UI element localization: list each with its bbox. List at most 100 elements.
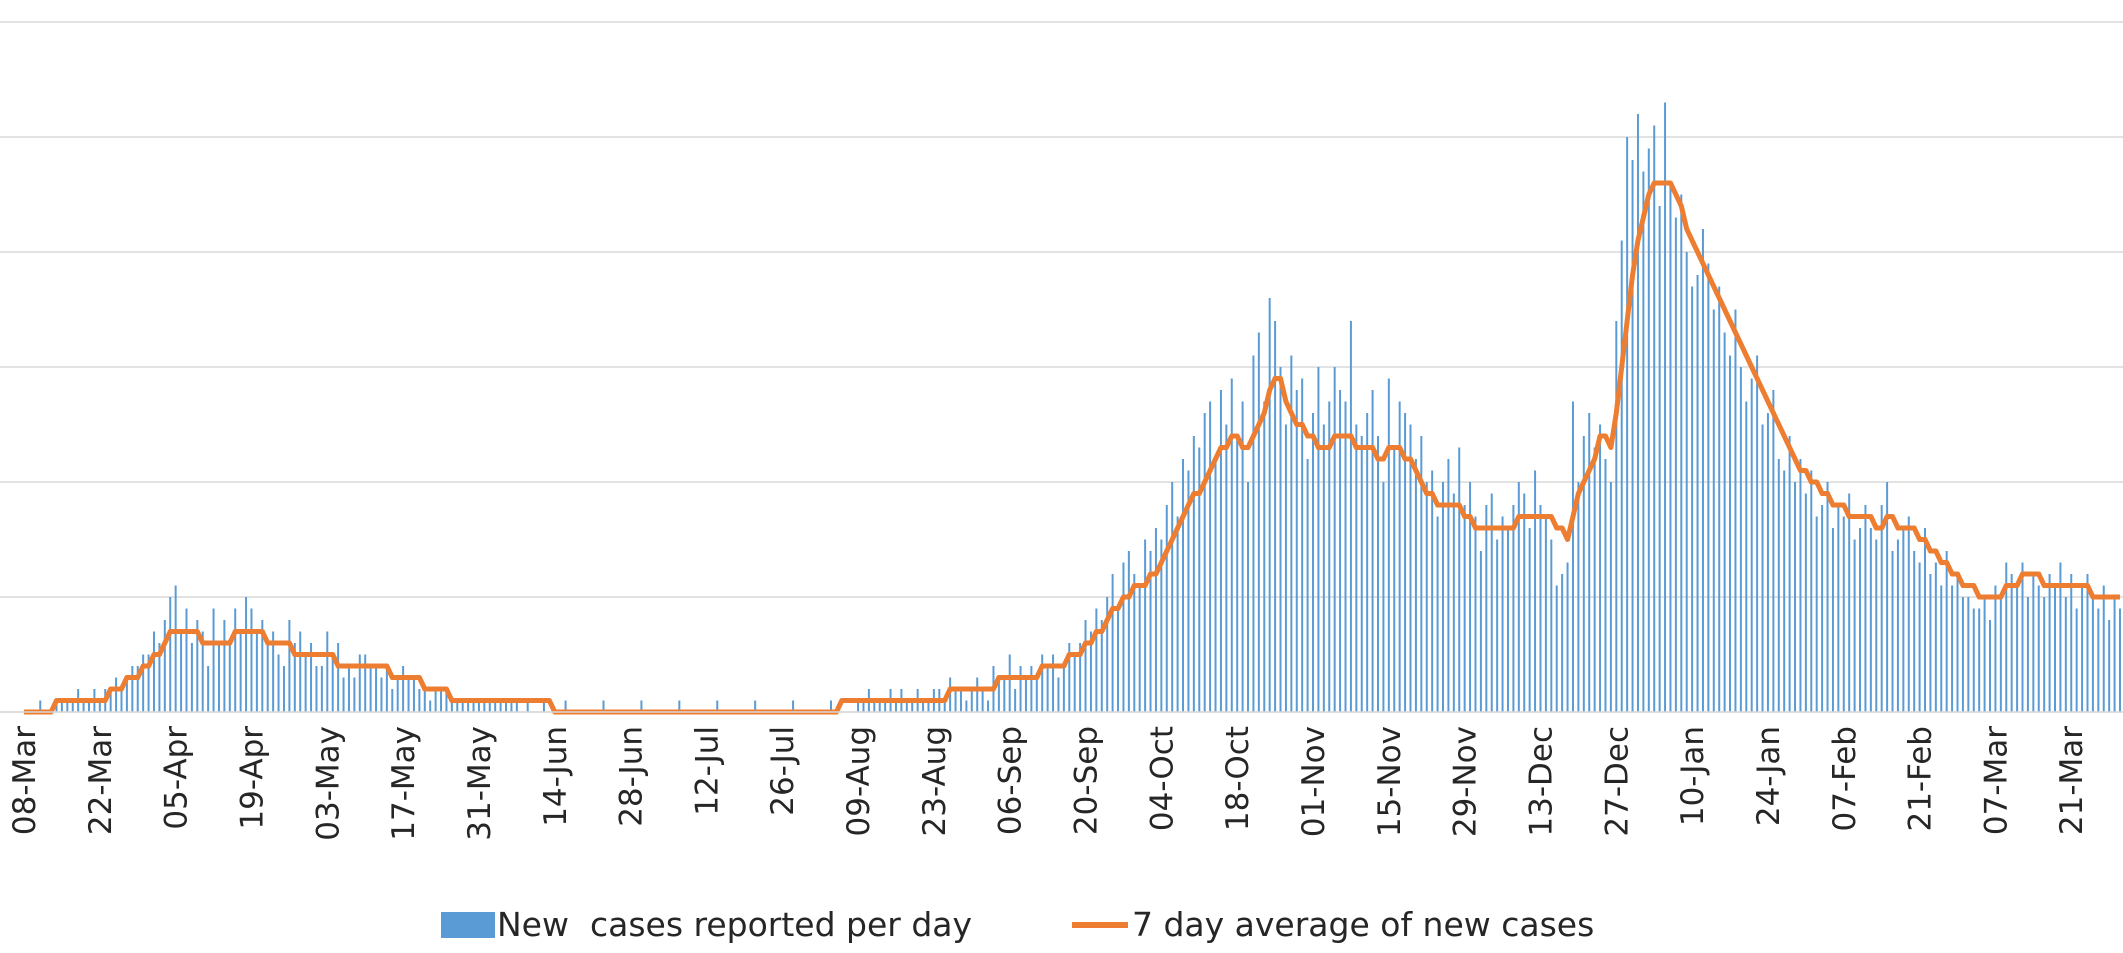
bar (564, 700, 567, 712)
x-tick-label: 26-Jul (765, 726, 801, 816)
legend-swatch (441, 912, 495, 938)
x-tick-label: 23-Aug (917, 726, 953, 836)
bar (1322, 424, 1325, 712)
bar (250, 608, 253, 712)
bar (1317, 367, 1320, 712)
bar (477, 700, 480, 712)
bar (1983, 597, 1986, 712)
bar (1182, 459, 1185, 712)
bar (342, 677, 345, 712)
x-tick-label: 28-Jun (614, 726, 650, 827)
bar (1810, 470, 1813, 712)
bar (1192, 436, 1195, 712)
bar (1534, 470, 1537, 712)
bar (87, 700, 90, 712)
bar (1496, 539, 1499, 712)
bar (1739, 367, 1742, 712)
bar (1859, 528, 1862, 712)
bar (1940, 585, 1943, 712)
bar (1967, 597, 1970, 712)
bar (196, 620, 199, 712)
bar (142, 654, 145, 712)
bar (423, 689, 426, 712)
bar (223, 620, 226, 712)
bar (277, 654, 280, 712)
bar (331, 654, 334, 712)
x-tick-label: 03-May (310, 726, 346, 841)
bar (1631, 160, 1634, 712)
bar (1723, 332, 1726, 712)
bar (1512, 505, 1515, 712)
bar (1799, 459, 1802, 712)
bar (526, 700, 529, 712)
bar (326, 631, 329, 712)
bar (212, 608, 215, 712)
bar (1225, 424, 1228, 712)
bar (1176, 516, 1179, 712)
bar (2032, 574, 2035, 712)
bar (1972, 608, 1975, 712)
bar (1561, 574, 1564, 712)
bar (1750, 378, 1753, 712)
bar (716, 700, 719, 712)
bar (2037, 585, 2040, 712)
bar (1382, 482, 1385, 712)
bar (396, 677, 399, 712)
bar (1268, 298, 1271, 712)
x-tick-label: 29-Nov (1448, 726, 1484, 837)
bar (602, 700, 605, 712)
bar (39, 700, 42, 712)
x-tick-label: 04-Oct (1144, 726, 1180, 831)
bar (1815, 516, 1818, 712)
bar (1669, 183, 1672, 712)
bar (1550, 539, 1553, 712)
bar (1577, 482, 1580, 712)
bar (71, 700, 74, 712)
bar (1084, 620, 1087, 712)
bar (2010, 574, 2013, 712)
bar (1821, 505, 1824, 712)
bar (1582, 436, 1585, 712)
bar (884, 700, 887, 712)
x-tick-label: 19-Apr (234, 726, 270, 830)
bar (862, 700, 865, 712)
bar (320, 666, 323, 712)
bar (970, 689, 973, 712)
bar (407, 677, 410, 712)
bar (1636, 114, 1639, 712)
bar (1544, 516, 1547, 712)
bar (1247, 482, 1250, 712)
bar (1301, 378, 1304, 712)
bar (1712, 309, 1715, 712)
bar (1355, 424, 1358, 712)
bar (456, 700, 459, 712)
bar (1886, 482, 1889, 712)
bar (1864, 505, 1867, 712)
bar (1458, 447, 1461, 712)
bar (1934, 562, 1937, 712)
bar (337, 643, 340, 712)
bar (1961, 597, 1964, 712)
x-tick-label: 13-Dec (1523, 726, 1559, 837)
bar (959, 689, 962, 712)
bar (272, 631, 275, 712)
bar (1377, 436, 1379, 712)
x-tick-label: 27-Dec (1599, 726, 1635, 837)
bar (987, 700, 990, 712)
bar (1674, 217, 1677, 712)
bar (965, 700, 968, 712)
bar (234, 608, 237, 712)
bar (2091, 597, 2094, 712)
bar (1095, 608, 1098, 712)
bar (943, 700, 946, 712)
bar (207, 666, 210, 712)
bar (894, 700, 897, 712)
legend-label: 7 day average of new cases (1132, 905, 1594, 944)
bar (1918, 562, 1921, 712)
bar (2026, 597, 2029, 712)
x-tick-label: 12-Jul (689, 726, 725, 816)
bar (1230, 378, 1233, 712)
bar (1842, 516, 1845, 712)
bar (1425, 482, 1428, 712)
bar (976, 677, 979, 712)
